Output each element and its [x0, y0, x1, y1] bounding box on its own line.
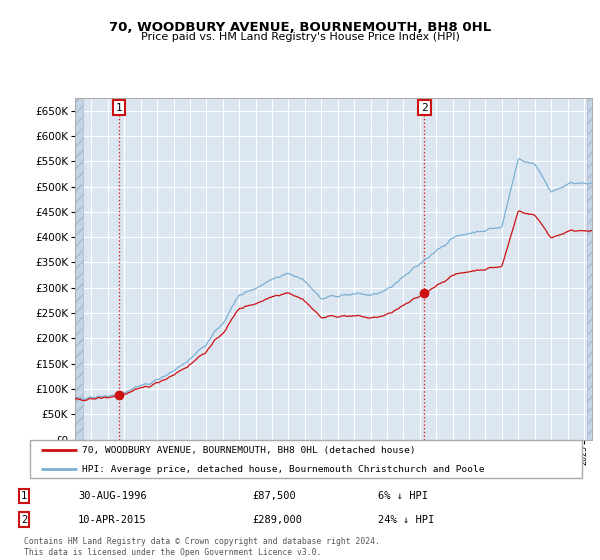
Text: 10-APR-2015: 10-APR-2015 [78, 515, 147, 525]
Polygon shape [75, 98, 83, 440]
Text: 70, WOODBURY AVENUE, BOURNEMOUTH, BH8 0HL: 70, WOODBURY AVENUE, BOURNEMOUTH, BH8 0H… [109, 21, 491, 34]
Text: HPI: Average price, detached house, Bournemouth Christchurch and Poole: HPI: Average price, detached house, Bour… [82, 465, 485, 474]
Text: £87,500: £87,500 [252, 491, 296, 501]
FancyBboxPatch shape [30, 440, 582, 478]
Text: 6% ↓ HPI: 6% ↓ HPI [378, 491, 428, 501]
Text: 1: 1 [21, 491, 27, 501]
Text: 70, WOODBURY AVENUE, BOURNEMOUTH, BH8 0HL (detached house): 70, WOODBURY AVENUE, BOURNEMOUTH, BH8 0H… [82, 446, 416, 455]
Text: Price paid vs. HM Land Registry's House Price Index (HPI): Price paid vs. HM Land Registry's House … [140, 32, 460, 43]
Text: Contains HM Land Registry data © Crown copyright and database right 2024.
This d: Contains HM Land Registry data © Crown c… [24, 537, 380, 557]
Text: 2: 2 [421, 102, 428, 113]
Polygon shape [587, 98, 592, 440]
Text: 24% ↓ HPI: 24% ↓ HPI [378, 515, 434, 525]
Text: 2: 2 [21, 515, 27, 525]
Text: 1: 1 [115, 102, 122, 113]
Text: £289,000: £289,000 [252, 515, 302, 525]
Text: 30-AUG-1996: 30-AUG-1996 [78, 491, 147, 501]
